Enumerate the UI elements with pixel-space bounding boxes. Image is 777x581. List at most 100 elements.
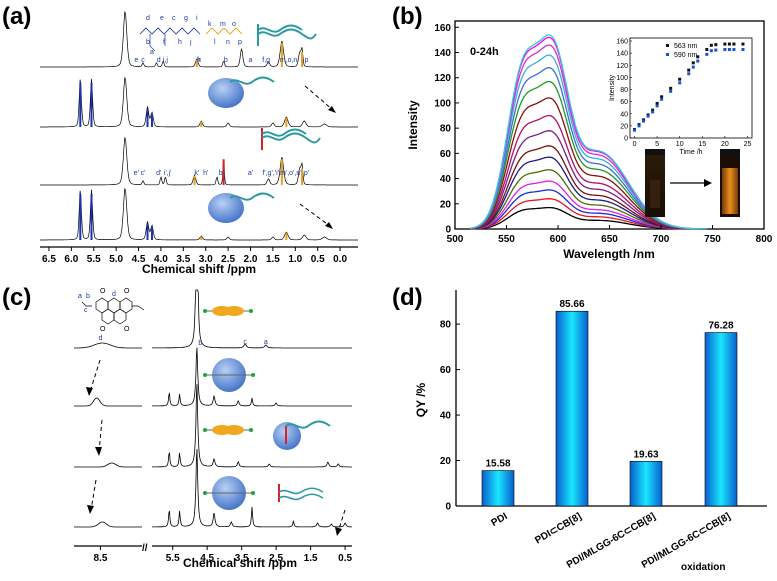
panel-b-inset-ytick-label: 0 — [624, 136, 628, 143]
struct-label-e: e — [160, 15, 164, 22]
panel-b-inset-xtick-label: 10 — [676, 141, 684, 148]
panel-a-tick-label: 4.5 — [132, 254, 146, 265]
struct-label-l: l — [214, 39, 216, 46]
panel-a-tick-label: 5.0 — [109, 254, 123, 265]
panel-a-peak-label-prime: h' — [203, 170, 208, 177]
panel-b-inset-point-563 — [669, 86, 673, 90]
panel-b-vial-after — [720, 149, 740, 217]
panel-c-arrows — [89, 359, 346, 533]
panel-b-ytick-label: 0 — [445, 225, 451, 236]
panel-b-inset-point-563 — [714, 43, 718, 47]
panel-c-trace-aromatic — [74, 521, 142, 528]
struct-label-n: n — [226, 39, 230, 46]
pdi-label-c: c — [84, 307, 88, 314]
panel-c-tick-label: 0.5 — [338, 553, 352, 564]
panel-c-complex-icon-4 — [203, 476, 324, 510]
panel-b-ytick-label: 40 — [440, 174, 452, 185]
panel-c-peak-label-d: d — [98, 335, 102, 342]
panel-c-tick-label: 3.5 — [235, 553, 249, 564]
panel-c-arrowhead-3 — [87, 505, 94, 514]
panel-a-arrow-2 — [299, 203, 331, 227]
panel-b-xtick-label: 750 — [704, 234, 721, 245]
struct-label-k: k — [208, 21, 212, 28]
panel-b-inset-legend-marker-563 — [666, 44, 669, 47]
panel-b-inset-point-563 — [696, 55, 700, 59]
panel-b-ytick-label: 20 — [440, 199, 452, 210]
struct-label-h: h — [178, 39, 182, 46]
panel-b-inset-point-563 — [687, 68, 691, 72]
panel-b-inset-point-563 — [723, 42, 727, 46]
struct-label-j: j — [189, 39, 192, 46]
panel-a-tick-label: 4.0 — [154, 254, 168, 265]
panel-c-trace-aromatic — [74, 397, 142, 407]
panel-b-inset-ytick-label: 160 — [616, 39, 628, 46]
panel-b-inset-ytick-label: 20 — [620, 123, 628, 130]
panel-c-trace-aliphatic — [152, 347, 352, 407]
panel-d-bar — [704, 332, 738, 507]
panel-b-inset-point-563 — [741, 42, 745, 46]
panel-b-inset-legend-590: 590 nm — [674, 52, 698, 59]
panel-b-xtick-label: 500 — [447, 234, 464, 245]
panel-a-tick-label: 6.0 — [64, 254, 78, 265]
panel-a-peak-label: h — [197, 57, 201, 64]
panel-c-complex-icon-2 — [203, 358, 255, 392]
panel-a-trace — [40, 76, 358, 128]
panel-b-inset-point-590 — [696, 59, 700, 63]
panel-b-inset-point-590 — [709, 49, 713, 53]
panel-a-chain-icon-2 — [261, 128, 321, 150]
panel-c-arrowhead-4 — [335, 527, 342, 536]
panel-b-xtick-label: 700 — [653, 234, 670, 245]
panel-b-inset-point-563 — [678, 77, 682, 81]
pdi-label-a: a — [78, 293, 82, 300]
panel-a-peak-label-prime: a' — [248, 170, 253, 177]
panel-d-bar — [481, 470, 515, 507]
panel-c-arrowhead-2 — [95, 447, 102, 456]
panel-b-inset-point-563 — [732, 42, 736, 46]
panel-a-tick-label: 5.5 — [87, 254, 101, 265]
panel-c-trace-aliphatic — [152, 289, 352, 349]
panel-a-xlabel: Chemical shift /ppm — [142, 262, 256, 276]
panel-label-c: (c) — [2, 284, 31, 311]
panel-b-inset-ytick-label: 100 — [616, 75, 628, 82]
panel-label-b: (b) — [392, 3, 423, 30]
panel-b-inset-point-563 — [727, 42, 731, 46]
panel-b-spectrum — [470, 34, 708, 230]
pdi-label-o3: O — [100, 326, 106, 333]
panel-b-inset-point-563 — [651, 108, 655, 112]
panel-a-tick-label: 2.5 — [221, 254, 235, 265]
panel-b-inset-xtick-label: 20 — [721, 141, 729, 148]
panel-b-inset-point-563 — [660, 95, 664, 99]
panel-a-peak-label-prime: d' — [156, 170, 161, 177]
panel-d-ytick-label: 0 — [445, 502, 451, 513]
panel-b-inset-point-590 — [646, 114, 650, 118]
panel-b-xlabel: Wavelength /nm — [563, 247, 655, 261]
panel-b-curves — [470, 34, 708, 230]
panel-b-ylabel: Intensity — [406, 100, 420, 150]
panel-b-xtick-label: 650 — [601, 234, 618, 245]
panel-a-chain-icon-1 — [257, 24, 317, 46]
panel-d-ytick-label: 20 — [440, 456, 452, 467]
panel-d-ylabel: QY /% — [414, 382, 428, 417]
panel-c-arrowhead-1 — [86, 387, 93, 396]
pdi-label-b: b — [86, 293, 90, 300]
panel-b-inset-point-590 — [687, 72, 691, 76]
panel-b-inset-point-590 — [691, 65, 695, 69]
panel-c-peak-label-b: b — [198, 340, 202, 347]
panel-b-ytick-label: 80 — [440, 124, 452, 135]
struct-label-m: m — [220, 21, 226, 28]
panel-a-peak-label: a — [249, 57, 253, 64]
panel-a-peak-label: i,j — [163, 57, 169, 64]
panel-b-xtick-label: 550 — [498, 234, 515, 245]
panel-c-pdi-icon-1 — [203, 306, 253, 316]
panel-c-peak-label-a: a — [264, 339, 268, 346]
panel-b-inset-ytick-label: 120 — [616, 63, 628, 70]
panel-a-ticks: 6.5 6.0 5.5 5.0 4.5 4.0 3.5 3.0 2.5 2.0 1.5 1.0 0.5 0… — [42, 247, 347, 265]
panel-c-tick-label: 5.5 — [166, 553, 180, 564]
panel-a-tick-label: 6.5 — [42, 254, 56, 265]
panel-b-inset-ytick-label: 140 — [616, 51, 628, 58]
panel-c-trace-aliphatic — [152, 384, 352, 468]
panel-a-peak-label: e — [134, 57, 138, 64]
struct-label-a: a — [150, 49, 154, 56]
panel-b-ytick-label: 120 — [434, 73, 451, 84]
panel-d-ytick-label: 80 — [440, 320, 452, 331]
